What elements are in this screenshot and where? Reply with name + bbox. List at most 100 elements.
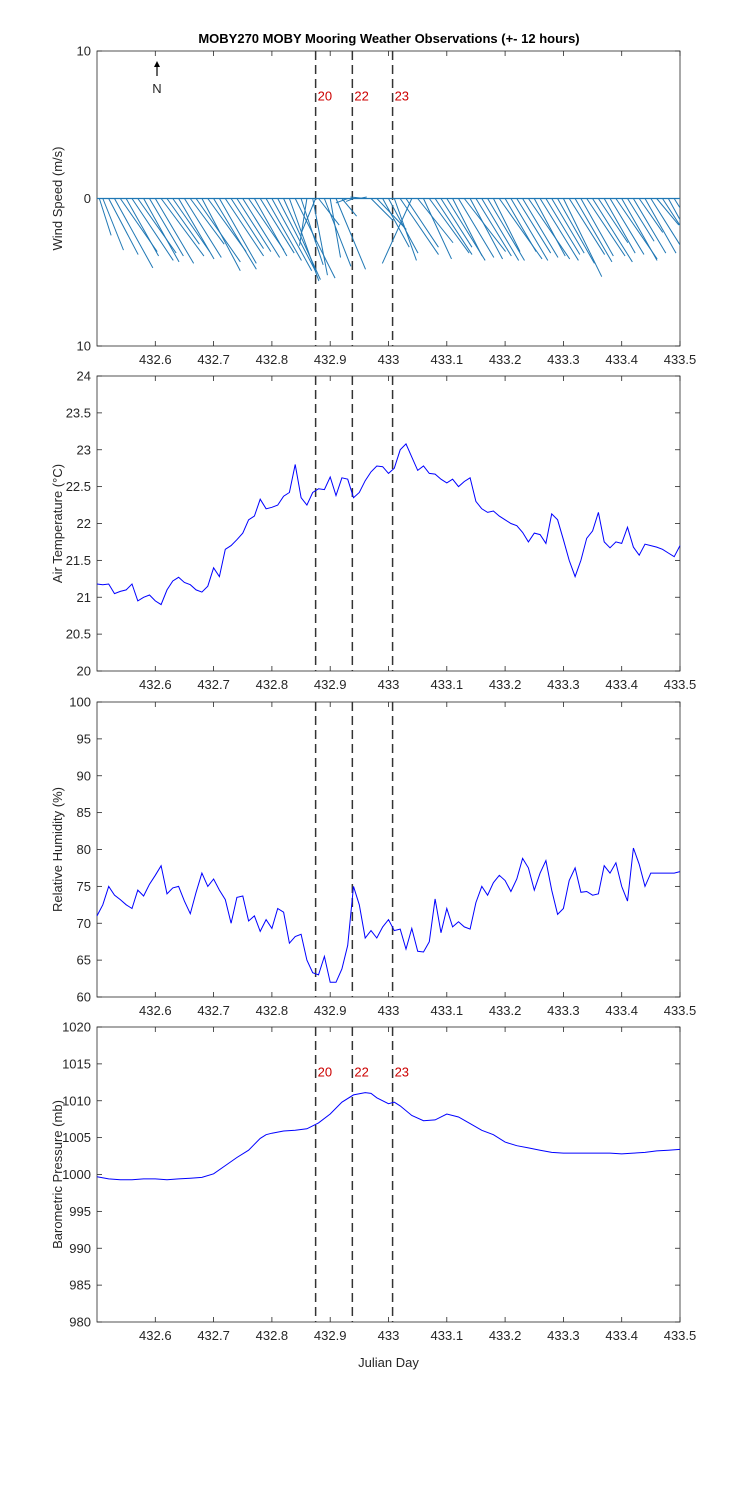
x-tick-label: 433.3 — [547, 677, 580, 692]
y-tick-label: 24 — [77, 369, 91, 384]
wind-stick — [673, 198, 680, 209]
wind-stick — [108, 198, 139, 255]
x-tick-label: 432.9 — [314, 352, 347, 367]
x-tick-label: 433.2 — [489, 352, 522, 367]
x-tick-label: 433.1 — [431, 1003, 464, 1018]
wind-stick — [131, 198, 174, 261]
panel-4: 432.6 432.7 432.8 432.9 433 433.1 433.2 433.3 43… — [50, 1020, 696, 1371]
wind-stick — [475, 198, 512, 257]
y-axis-label: Air Temperature (°C) — [50, 464, 65, 583]
wind-stick — [381, 198, 413, 264]
wind-sticks — [98, 196, 680, 282]
wind-stick — [329, 198, 342, 258]
x-tick-label: 433 — [378, 1003, 400, 1018]
wind-stick — [382, 198, 410, 248]
x-tick-label: 433 — [378, 677, 400, 692]
wind-stick — [189, 198, 225, 245]
y-tick-label: 75 — [77, 879, 91, 894]
x-tick-label: 432.9 — [314, 1003, 347, 1018]
y-tick-label: 65 — [77, 953, 91, 968]
wind-stick — [650, 198, 680, 246]
x-tick-label: 433.5 — [664, 1328, 697, 1343]
wind-stick — [288, 198, 320, 282]
wind-stick — [417, 198, 454, 244]
wind-stick — [632, 198, 667, 254]
wind-stick — [370, 198, 394, 221]
wind-stick — [539, 198, 579, 261]
y-tick-label: 985 — [69, 1278, 91, 1293]
y-tick-label: 1020 — [62, 1020, 91, 1035]
wind-stick — [277, 198, 317, 273]
x-tick-label: 433.4 — [605, 1328, 638, 1343]
y-tick-label: 995 — [69, 1204, 91, 1219]
wind-stick — [463, 198, 506, 252]
wind-stick — [207, 198, 247, 252]
wind-stick — [201, 198, 241, 272]
y-tick-label: 1010 — [62, 1093, 91, 1108]
wind-stick — [248, 198, 285, 251]
x-tick-label: 433.5 — [664, 352, 697, 367]
wind-stick — [638, 198, 664, 233]
wind-stick — [178, 198, 215, 260]
wind-stick — [492, 198, 521, 252]
x-tick-label: 433.2 — [489, 1328, 522, 1343]
north-arrowhead-icon — [154, 61, 160, 67]
x-tick-label: 433.1 — [431, 352, 464, 367]
x-tick-label: 432.8 — [256, 1003, 289, 1018]
wind-stick — [487, 198, 525, 261]
wind-stick — [213, 198, 257, 270]
y-tick-label: 10 — [77, 44, 91, 59]
wind-stick — [230, 198, 264, 249]
x-tick-label: 432.7 — [197, 352, 230, 367]
north-label: N — [152, 81, 161, 96]
wind-stick — [393, 198, 417, 261]
x-tick-label: 433 — [378, 352, 400, 367]
y-tick-label: 980 — [69, 1315, 91, 1330]
y-tick-label: 1015 — [62, 1056, 91, 1071]
x-tick-label: 432.6 — [139, 677, 172, 692]
y-axis-label: Barometric Pressure (mb) — [50, 1100, 65, 1249]
x-tick-label: 433.1 — [431, 677, 464, 692]
wind-stick — [662, 198, 680, 227]
wind-stick — [603, 198, 636, 254]
y-tick-label: 1000 — [62, 1167, 91, 1182]
x-tick-label: 433.4 — [605, 352, 638, 367]
wind-stick — [388, 198, 419, 254]
panel-2: 432.6 432.7 432.8 432.9 433 433.1 433.2 433.3 43… — [50, 369, 696, 693]
x-tick-label: 432.9 — [314, 1328, 347, 1343]
wind-stick — [283, 198, 321, 280]
wind-stick — [568, 198, 606, 255]
x-tick-label: 432.9 — [314, 677, 347, 692]
wind-stick — [236, 198, 272, 252]
wind-stick — [323, 198, 352, 267]
wind-stick — [125, 198, 160, 257]
wind-stick — [452, 198, 483, 257]
wind-stick — [345, 198, 354, 202]
wind-stick — [423, 198, 452, 260]
wind-stick — [545, 198, 581, 255]
wind-stick — [440, 198, 473, 248]
wind-stick — [259, 198, 295, 254]
x-tick-label: 432.8 — [256, 1328, 289, 1343]
wind-stick — [294, 198, 336, 279]
wind-stick — [597, 198, 629, 244]
event-marker-label: 20 — [318, 88, 332, 103]
wind-stick — [458, 198, 495, 258]
y-tick-label: 20 — [77, 664, 91, 679]
y-tick-label: 1005 — [62, 1130, 91, 1145]
x-tick-label: 432.7 — [197, 1328, 230, 1343]
wind-stick — [428, 198, 470, 254]
event-marker-label: 22 — [354, 88, 368, 103]
wind-stick — [481, 198, 520, 261]
wind-stick — [399, 198, 439, 255]
wind-stick — [318, 198, 340, 226]
event-marker-label: 20 — [318, 1064, 332, 1079]
x-tick-label: 433.5 — [664, 1003, 697, 1018]
y-tick-label: 80 — [77, 842, 91, 857]
x-tick-label: 433.3 — [547, 352, 580, 367]
x-axis-label: Julian Day — [358, 1355, 419, 1370]
y-tick-label: 23 — [77, 442, 91, 457]
wind-stick — [528, 198, 571, 260]
wind-stick — [271, 198, 313, 272]
wind-stick — [300, 198, 317, 235]
